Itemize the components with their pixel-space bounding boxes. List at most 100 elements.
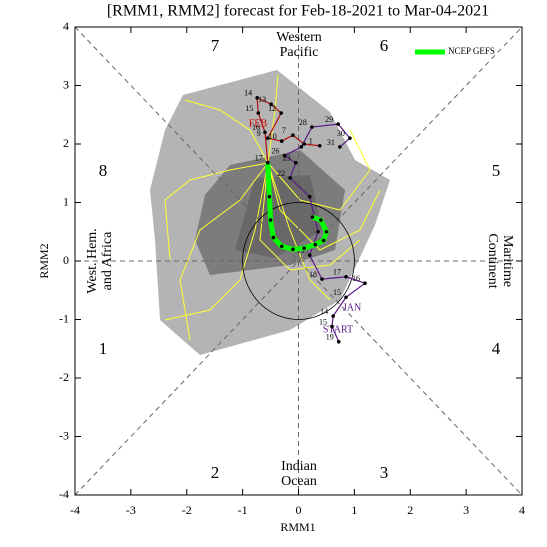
y-tick-label: 0 [63, 253, 69, 267]
region-label: Indian [281, 459, 317, 474]
chart-title: [RMM1, RMM2] forecast for Feb-18-2021 to… [107, 3, 489, 20]
point-label: 9 [257, 129, 261, 138]
point-label: 28 [299, 118, 307, 127]
spread-inner [235, 175, 322, 258]
point-label: 30 [337, 129, 345, 138]
data-point [279, 111, 283, 115]
data-point [317, 143, 322, 148]
point-label: 26 [272, 147, 280, 156]
legend-label: NCEP GEFS [448, 46, 495, 56]
x-axis-label: RMM1 [280, 520, 315, 534]
point-label: 17 [255, 154, 263, 163]
y-tick-label: -2 [59, 370, 69, 384]
x-tick-label: -3 [126, 503, 136, 517]
phase-label: 1 [99, 339, 108, 358]
point-label: 22 [277, 169, 285, 178]
phase-label: 8 [99, 161, 108, 180]
point-label: 15 [245, 104, 253, 113]
data-point [320, 277, 324, 281]
data-point [316, 229, 320, 234]
annotation: FEB [249, 118, 268, 129]
x-tick-label: -1 [238, 503, 248, 517]
region-label: Western [276, 30, 322, 45]
x-tick-label: 1 [351, 503, 357, 517]
y-tick-label: 3 [63, 77, 69, 91]
point-label: 13 [258, 95, 266, 104]
member [267, 129, 371, 211]
y-tick-label: -1 [59, 311, 69, 325]
data-point [319, 218, 323, 222]
series-line [265, 162, 330, 252]
point-label: 15 [319, 317, 327, 326]
data-point [310, 125, 314, 129]
y-tick-label: 2 [63, 136, 69, 150]
y-tick-label: 4 [63, 19, 69, 33]
point-label: 23 [283, 154, 291, 163]
point-label: 29 [325, 115, 333, 124]
data-point [302, 142, 306, 146]
region-label: Maritime [500, 235, 515, 287]
phase-label: 3 [380, 463, 389, 482]
member [164, 162, 269, 261]
data-point [293, 160, 298, 165]
point-label: 14 [320, 307, 328, 316]
data-point [307, 194, 312, 199]
data-point [324, 229, 329, 234]
data-point [302, 246, 306, 250]
point-label: 19 [326, 333, 334, 342]
data-point [344, 295, 348, 300]
point-label: 1 [309, 137, 313, 146]
point-label: 7 [282, 126, 286, 135]
y-tick-label: -4 [59, 487, 69, 501]
region-label: Pacific [280, 45, 319, 60]
data-point [299, 145, 304, 149]
member [259, 162, 361, 271]
data-point [279, 139, 284, 143]
unit-circle [242, 202, 355, 320]
region-label: West. Hem. [85, 228, 100, 293]
y-tick-label: 1 [63, 194, 69, 208]
data-point [321, 238, 326, 243]
member [184, 99, 269, 164]
point-label: 15 [333, 288, 341, 297]
point-label: 18 [309, 270, 317, 279]
region-label: Ocean [281, 474, 317, 489]
data-point [265, 136, 270, 140]
member [267, 74, 279, 164]
data-point [338, 145, 342, 149]
phase-label: 2 [211, 463, 220, 482]
x-tick-label: 2 [407, 503, 413, 517]
y-tick-label: -3 [59, 428, 69, 442]
phase-dividers [74, 26, 523, 496]
data-point [363, 281, 367, 286]
data-point [268, 218, 273, 222]
data-point [288, 176, 292, 180]
data-point [267, 194, 272, 199]
data-point [263, 130, 267, 135]
data-point [307, 253, 312, 257]
x-tick-label: -2 [182, 503, 192, 517]
point-label: 17 [333, 268, 341, 277]
point-label: 31 [327, 138, 335, 147]
point-label: 16 [352, 274, 360, 283]
member [179, 162, 269, 341]
data-point [255, 95, 259, 100]
data-point [256, 111, 261, 115]
point-label: 16 [252, 123, 260, 132]
data-point [330, 324, 334, 329]
data-point [279, 244, 284, 249]
series-line [283, 123, 367, 342]
y-axis-label: RMM2 [37, 243, 51, 278]
region-label: and Africa [100, 231, 115, 290]
x-tick-label: 3 [463, 503, 469, 517]
x-tick-label: 4 [519, 503, 525, 517]
member [164, 162, 269, 321]
data-point [269, 102, 273, 107]
x-tick-label: -4 [70, 503, 80, 517]
data-point [336, 122, 340, 126]
data-point [344, 274, 348, 279]
data-point [291, 133, 295, 138]
data-point [282, 153, 287, 158]
data-point [331, 314, 335, 318]
